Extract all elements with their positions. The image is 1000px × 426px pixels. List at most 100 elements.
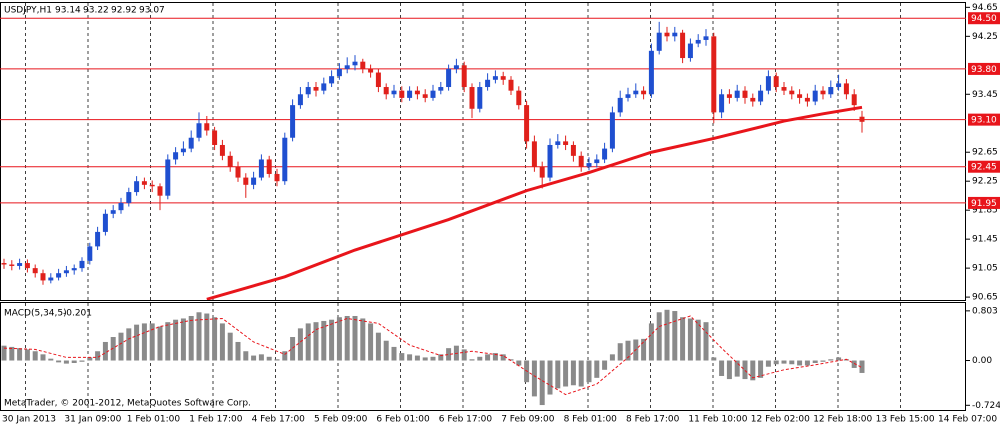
candle-body	[321, 83, 327, 91]
macd-bar	[820, 360, 826, 362]
macd-bar	[680, 317, 686, 361]
symbol-title: USDJPY,H1	[4, 6, 52, 16]
candle-body	[95, 231, 101, 247]
macd-bar	[773, 360, 779, 365]
candle-body	[586, 163, 592, 167]
macd-bar	[368, 323, 374, 361]
candle-body	[758, 90, 764, 102]
candle-body	[469, 87, 475, 109]
candle-body	[251, 177, 257, 185]
macd-bar	[719, 360, 725, 376]
macd-bar	[375, 332, 381, 361]
x-tick-label: 6 Feb 01:00	[376, 415, 430, 425]
macd-bar	[126, 328, 132, 361]
x-tick-label: 6 Feb 17:00	[439, 415, 493, 425]
macd-bar	[469, 359, 475, 361]
candle-body	[492, 76, 498, 80]
macd-bar	[734, 360, 740, 377]
macd-bar	[656, 312, 662, 361]
macd-bar	[266, 356, 272, 361]
macd-bar	[63, 360, 69, 364]
y-tick-label: 91.85	[972, 206, 998, 216]
macd-bar	[477, 356, 483, 361]
macd-bar	[56, 360, 62, 363]
macd-bar	[578, 360, 584, 387]
candle-body	[773, 76, 779, 88]
candle-body	[602, 148, 608, 160]
x-tick-label: 4 Feb 17:00	[252, 415, 306, 425]
candle-body	[266, 159, 272, 174]
candle-body	[453, 65, 459, 69]
y-tick-label: 90.65	[972, 293, 998, 303]
macd-bar	[251, 355, 257, 361]
candle-body	[648, 50, 654, 95]
candle-body	[188, 137, 194, 149]
candle-body	[282, 137, 288, 182]
macd-bar	[79, 360, 85, 362]
x-tick-label: 31 Jan 09:00	[64, 415, 121, 425]
macd-bar	[87, 357, 93, 361]
candle-body	[726, 94, 732, 98]
candle-body	[555, 141, 561, 145]
candle-body	[9, 264, 15, 266]
macd-bar	[617, 343, 623, 361]
level-label-bg	[968, 62, 1000, 75]
macd-value: -0.201	[63, 309, 92, 319]
macd-bar	[555, 360, 561, 389]
candle-body	[524, 105, 530, 142]
candle-body	[547, 144, 553, 178]
x-tick-label: 1 Feb 01:00	[127, 415, 181, 425]
candle-body	[102, 213, 108, 232]
macd-bar	[360, 318, 366, 361]
candle-body	[173, 152, 179, 160]
y-tick-label: 91.45	[972, 235, 998, 245]
macd-bar	[843, 359, 849, 361]
x-tick-label: 11 Feb 10:00	[688, 415, 747, 425]
candle-body	[695, 39, 701, 44]
y-tick-label: 94.65	[972, 3, 998, 13]
candle-body	[17, 263, 23, 266]
macd-bar	[134, 324, 140, 361]
price-plot	[1, 21, 865, 300]
level-label-bg	[968, 196, 1000, 209]
candle-body	[804, 97, 810, 102]
candle-body	[438, 87, 444, 91]
candle-body	[812, 90, 818, 102]
candle-body	[563, 141, 569, 145]
macd-bar	[40, 354, 46, 361]
x-tick-label: 30 Jan 2013	[2, 415, 56, 425]
header-open: 93.14	[55, 6, 81, 16]
y-tick-label: 93.45	[972, 90, 998, 100]
candle-body	[305, 87, 311, 95]
macd-bar	[141, 323, 147, 361]
macd-bar	[227, 332, 233, 361]
candle-body	[87, 246, 93, 261]
macd-bar	[758, 360, 764, 378]
macd-bar	[789, 360, 795, 365]
candle-body	[165, 159, 171, 196]
candle-body	[227, 155, 233, 167]
macd-bar	[165, 322, 171, 361]
x-tick-label: 14 Feb 07:00	[938, 415, 997, 425]
macd-y-tick-label: -0.724	[972, 401, 1000, 411]
candle-body	[79, 260, 85, 269]
candle-body	[656, 32, 662, 51]
macd-bar	[180, 318, 186, 361]
candle-body	[477, 87, 483, 109]
macd-bar	[687, 318, 693, 361]
candle-body	[383, 87, 389, 95]
level-label: 91.95	[971, 199, 997, 209]
header-close: 93.07	[139, 6, 165, 16]
macd-bar	[508, 359, 514, 361]
candle-body	[734, 90, 740, 98]
candle-body	[617, 97, 623, 113]
macd-y-tick-label: 0.803	[972, 306, 998, 316]
candle-body	[297, 94, 303, 106]
macd-bar	[570, 360, 576, 386]
macd-bar	[516, 360, 522, 366]
macd-bar	[609, 354, 615, 361]
candle-body	[516, 90, 522, 106]
macd-bar	[539, 360, 545, 406]
macd-bar	[71, 360, 77, 363]
x-tick-label: 12 Feb 02:00	[751, 415, 810, 425]
